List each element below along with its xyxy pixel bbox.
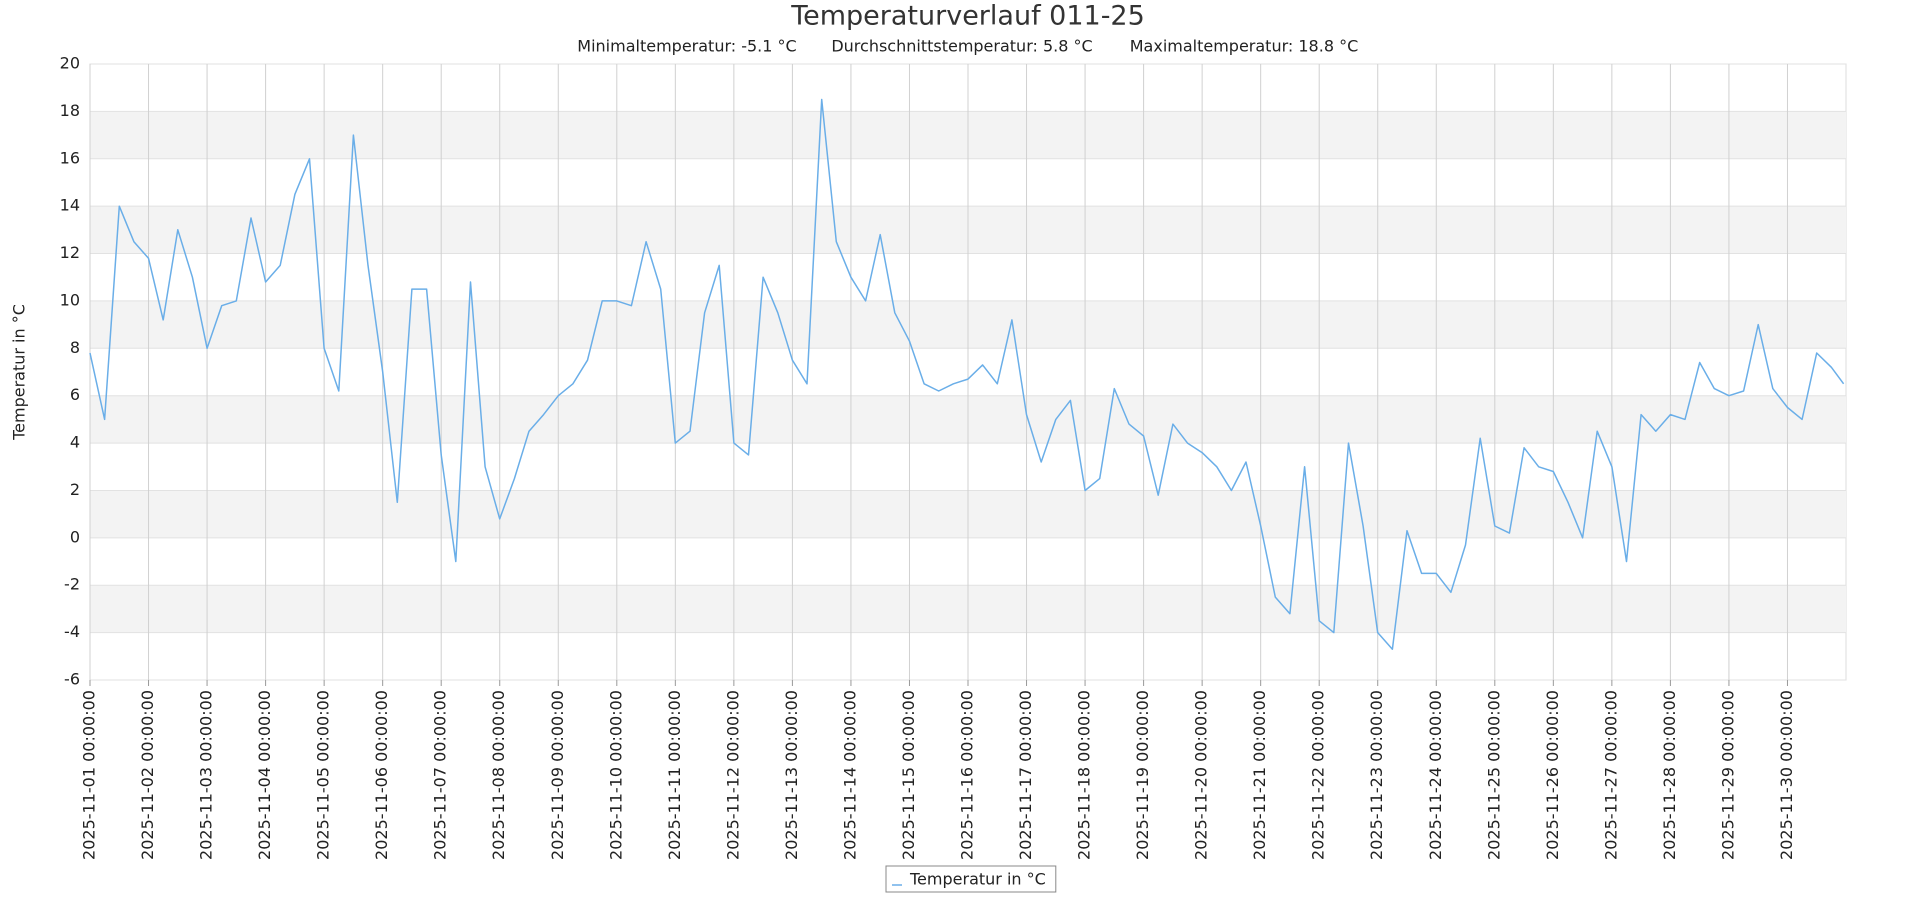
x-tick-label: 2025-11-15 00:00:00 [899, 690, 918, 860]
temperature-line [89, 98, 1845, 650]
plot [89, 98, 1845, 650]
x-tick-label: 2025-11-30 00:00:00 [1777, 690, 1796, 860]
x-tick-label: 2025-11-01 00:00:00 [80, 690, 99, 860]
x-tick-label: 2025-11-05 00:00:00 [314, 690, 333, 860]
x-tick-label: 2025-11-25 00:00:00 [1484, 690, 1503, 860]
x-tick-label: 2025-11-22 00:00:00 [1309, 690, 1328, 860]
y-tick-label: 10 [60, 290, 80, 309]
x-tick-label: 2025-11-16 00:00:00 [958, 690, 977, 860]
x-tick-label: 2025-11-27 00:00:00 [1601, 690, 1620, 860]
x-tick-label: 2025-11-28 00:00:00 [1660, 690, 1679, 860]
x-tick-label: 2025-11-02 00:00:00 [138, 690, 157, 860]
y-tick-label: 16 [60, 148, 80, 167]
legend-box [885, 865, 1057, 893]
subtitle-min: Minimaltemperatur: -5.1 °C [577, 37, 796, 56]
x-tick-label: 2025-11-12 00:00:00 [723, 690, 742, 860]
x-tick-label: 2025-11-14 00:00:00 [840, 690, 859, 860]
x-tick-label: 2025-11-29 00:00:00 [1718, 690, 1737, 860]
y-tick-label: 8 [70, 338, 80, 357]
y-tick-label: 14 [60, 196, 80, 215]
x-tick-label: 2025-11-03 00:00:00 [197, 690, 216, 860]
y-tick-label: 4 [70, 433, 80, 452]
y-tick-label: 18 [60, 101, 80, 120]
legend: Temperatur in °C [885, 865, 1057, 893]
x-tick-label: 2025-11-24 00:00:00 [1426, 690, 1445, 860]
x-tick-label: 2025-11-18 00:00:00 [1075, 690, 1094, 860]
x-tick-label: 2025-11-06 00:00:00 [372, 690, 391, 860]
subtitle-avg: Durchschnittstemperatur: 5.8 °C [831, 37, 1092, 56]
x-tick-label: 2025-11-23 00:00:00 [1367, 690, 1386, 860]
y-tick-label: -6 [64, 670, 80, 689]
x-tick-label: 2025-11-26 00:00:00 [1543, 690, 1562, 860]
x-tick-label: 2025-11-07 00:00:00 [431, 690, 450, 860]
x-tick-label: 2025-11-11 00:00:00 [665, 690, 684, 860]
y-tick-label: 6 [70, 385, 80, 404]
chart-title: Temperaturverlauf 011-25 [790, 1, 1145, 32]
x-tick-label: 2025-11-04 00:00:00 [255, 690, 274, 860]
y-tick-label: -2 [64, 575, 80, 594]
legend-label: Temperatur in °C [909, 870, 1046, 889]
y-tick-label: 12 [60, 243, 80, 262]
x-tick-label: 2025-11-09 00:00:00 [548, 690, 567, 860]
y-tick-label: 0 [70, 527, 80, 546]
x-tick-label: 2025-11-20 00:00:00 [1192, 690, 1211, 860]
y-axis-label: Temperatur in °C [10, 304, 29, 441]
labels: -6 -4 -2 0 2 4 6 8 10 12 14 16 18 20 2025-11-01 00:00:… [60, 54, 1796, 860]
x-tick-label: 2025-11-10 00:00:00 [606, 690, 625, 860]
x-tick-label: 2025-11-21 00:00:00 [1250, 690, 1269, 860]
x-tick-label: 2025-11-08 00:00:00 [489, 690, 508, 860]
y-tick-label: -4 [64, 622, 80, 641]
y-tick-label: 2 [70, 480, 80, 499]
x-tick-label: 2025-11-17 00:00:00 [1016, 690, 1035, 860]
x-tick-label: 2025-11-19 00:00:00 [1133, 690, 1152, 860]
subtitle-max: Maximaltemperatur: 18.8 °C [1130, 37, 1359, 56]
y-tick-label: 20 [60, 54, 80, 73]
x-tick-label: 2025-11-13 00:00:00 [782, 690, 801, 860]
